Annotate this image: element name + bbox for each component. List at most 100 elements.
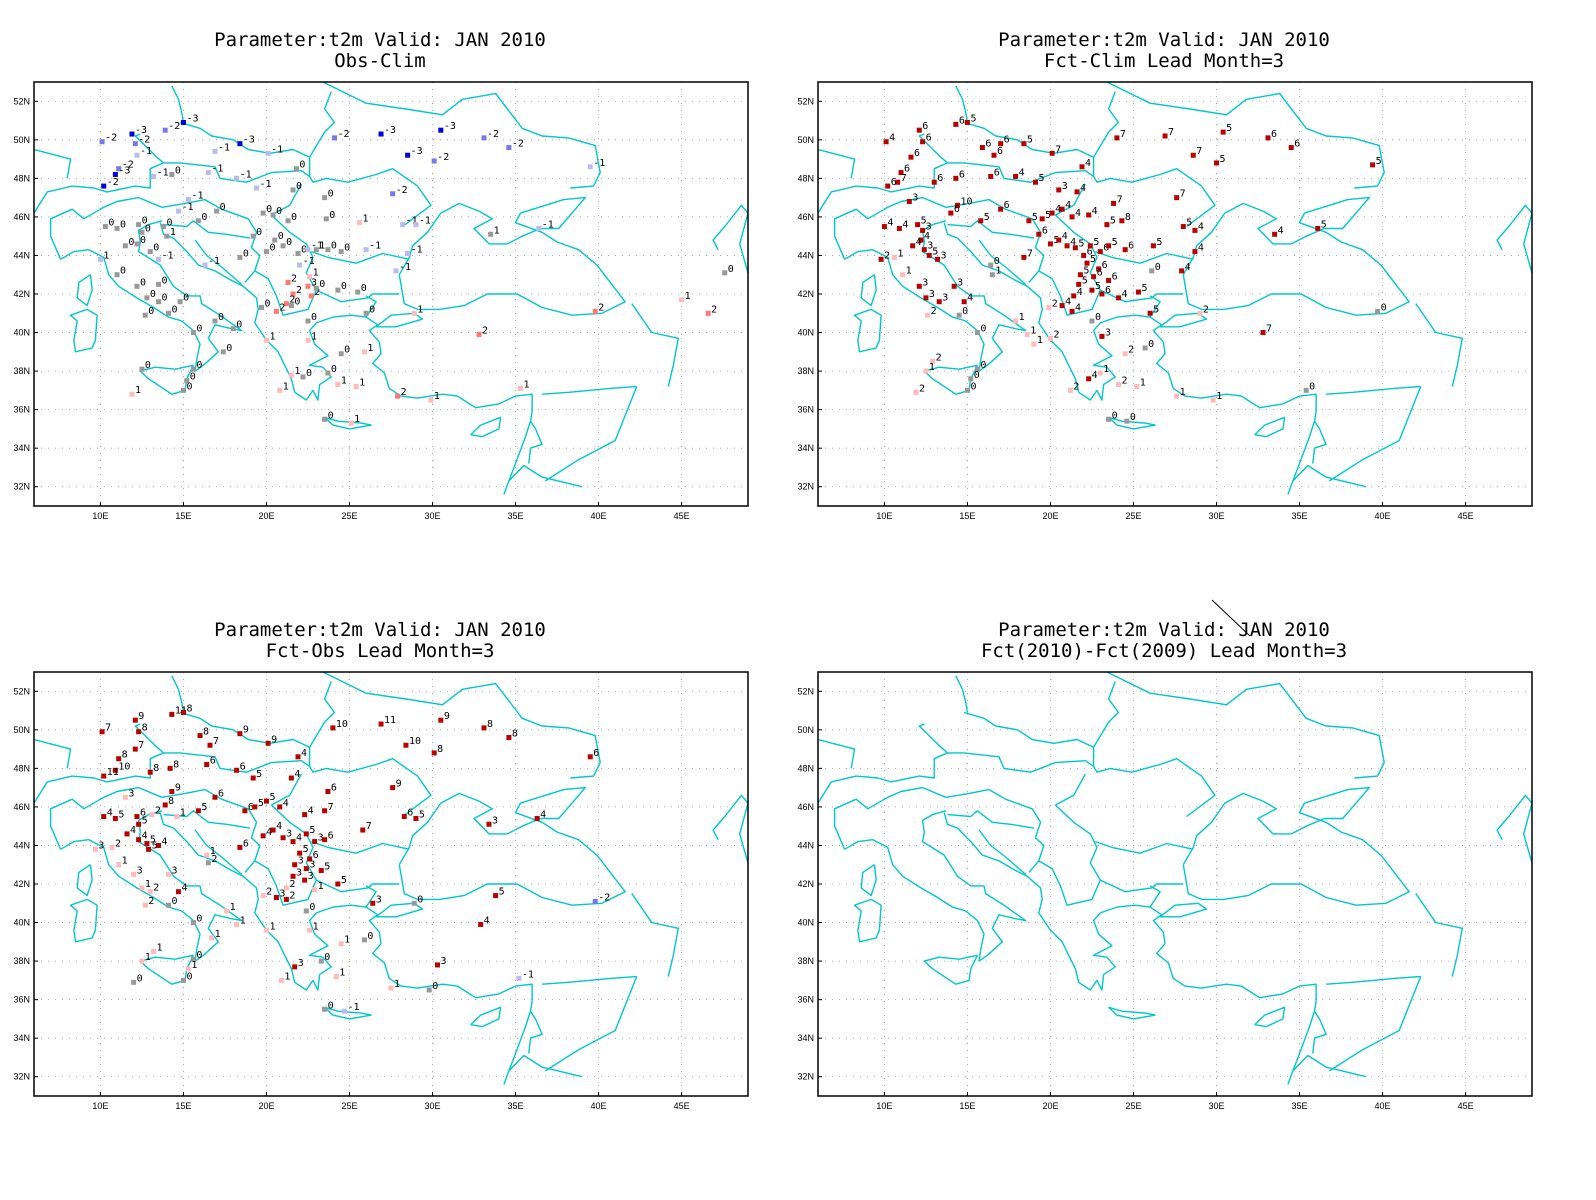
coastline bbox=[49, 786, 163, 850]
station-marker bbox=[237, 844, 243, 850]
station-value-label: 11 bbox=[175, 705, 187, 716]
station-marker bbox=[258, 304, 264, 310]
station-marker bbox=[260, 210, 266, 216]
station-value-label: 2 bbox=[289, 890, 295, 901]
station-value-label: 1 bbox=[906, 266, 912, 277]
station-marker bbox=[185, 197, 191, 203]
station-marker bbox=[1059, 303, 1065, 309]
station-marker bbox=[297, 262, 303, 268]
station-value-label: 2 bbox=[1203, 304, 1209, 315]
coastline bbox=[254, 804, 317, 906]
panel-title: Parameter:t2m Valid: JAN 2010 bbox=[998, 29, 1330, 51]
station-marker bbox=[144, 841, 150, 847]
station-value-label: 1 bbox=[180, 808, 186, 819]
station-marker bbox=[1272, 231, 1278, 237]
station-value-label: 4 bbox=[308, 806, 314, 817]
station-value-label: 0 bbox=[291, 212, 297, 223]
station-value-label: 0 bbox=[728, 264, 734, 275]
station-value-label: 0 bbox=[309, 902, 315, 913]
coastline bbox=[963, 711, 1095, 767]
station-value-label: -3 bbox=[384, 125, 396, 136]
station-value-label: 0 bbox=[162, 275, 168, 286]
station-marker bbox=[898, 170, 904, 176]
station-value-label: 4 bbox=[540, 809, 546, 820]
lat-tick-label: 40N bbox=[13, 918, 30, 928]
station-value-label: 6 bbox=[218, 788, 224, 799]
station-value-label: 2 bbox=[936, 352, 942, 363]
station-value-label: 4 bbox=[283, 798, 289, 809]
station-value-label: 6 bbox=[1294, 139, 1300, 150]
station-marker bbox=[142, 902, 148, 908]
coastline bbox=[853, 898, 882, 943]
lon-tick-label: 35E bbox=[508, 511, 524, 521]
station-value-label: 4 bbox=[924, 231, 930, 242]
station-marker bbox=[307, 274, 313, 280]
station-marker bbox=[270, 827, 276, 833]
station-value-label: 3 bbox=[941, 250, 947, 261]
station-value-label: -1 bbox=[399, 262, 411, 273]
station-value-label: -2 bbox=[437, 152, 449, 163]
coastline bbox=[1292, 464, 1367, 488]
coastline bbox=[918, 723, 948, 754]
station-value-label: 1 bbox=[394, 979, 400, 990]
station-value-label: 3 bbox=[128, 788, 134, 799]
station-marker bbox=[195, 808, 201, 814]
station-value-label: 6 bbox=[593, 748, 599, 759]
station-marker bbox=[1097, 370, 1103, 376]
coastline bbox=[69, 898, 98, 943]
station-value-label: 3 bbox=[171, 865, 177, 876]
station-marker bbox=[134, 152, 140, 158]
station-marker bbox=[283, 301, 289, 307]
station-marker bbox=[1106, 278, 1112, 284]
station-marker bbox=[908, 154, 914, 160]
station-marker bbox=[290, 873, 296, 879]
panel-subtitle: Fct(2010)-Fct(2009) Lead Month=3 bbox=[980, 640, 1348, 662]
station-value-label: 2 bbox=[153, 883, 159, 894]
coastline bbox=[1496, 204, 1532, 276]
coastline bbox=[1182, 196, 1410, 316]
station-value-label: 3 bbox=[318, 833, 324, 844]
station-marker bbox=[1122, 247, 1128, 253]
station-marker bbox=[428, 397, 434, 403]
station-value-label: 2 bbox=[211, 854, 217, 865]
station-value-label: 2 bbox=[289, 295, 295, 306]
station-marker bbox=[288, 372, 294, 378]
station-value-label: 4 bbox=[887, 218, 893, 229]
station-marker bbox=[390, 191, 396, 197]
station-marker bbox=[1106, 416, 1112, 422]
lat-tick-label: 32N bbox=[797, 482, 814, 492]
station-value-label: 4 bbox=[266, 827, 272, 838]
station-map: 52N 50N 48N 46N 44N 42N 40N 38N 36N 34N 32N 10E 15E 2… bbox=[13, 81, 749, 521]
station-value-label: 4 bbox=[1185, 262, 1191, 273]
coastline bbox=[60, 810, 243, 962]
coastline bbox=[34, 148, 72, 179]
station-marker bbox=[1116, 295, 1122, 301]
station-value-label: 6 bbox=[1102, 260, 1108, 271]
coastline-layer bbox=[818, 672, 1532, 1085]
station-value-label: 7 bbox=[328, 802, 334, 813]
station-value-label: 3 bbox=[926, 221, 932, 232]
coastline bbox=[955, 675, 969, 713]
coastline bbox=[34, 185, 73, 214]
station-value-label: 4 bbox=[1092, 370, 1098, 381]
station-value-label: 8 bbox=[153, 763, 159, 774]
station-marker bbox=[263, 798, 269, 804]
station-marker bbox=[307, 927, 313, 933]
station-marker bbox=[881, 224, 887, 230]
coastline bbox=[72, 752, 432, 818]
lon-tick-label: 10E bbox=[876, 1101, 892, 1111]
coastline bbox=[860, 274, 877, 307]
station-marker bbox=[112, 172, 118, 178]
station-value-label: 0 bbox=[286, 237, 292, 248]
station-marker bbox=[910, 243, 916, 249]
station-value-label: 3 bbox=[296, 867, 302, 878]
station-marker bbox=[139, 885, 145, 891]
station-marker bbox=[136, 222, 142, 228]
station-value-label: 0 bbox=[183, 293, 189, 304]
station-value-label: 4 bbox=[916, 237, 922, 248]
station-marker bbox=[1150, 243, 1156, 249]
lat-tick-label: 48N bbox=[797, 173, 814, 183]
station-value-label: 4 bbox=[1065, 200, 1071, 211]
station-value-label: 1 bbox=[362, 214, 368, 225]
lon-tick-label: 15E bbox=[959, 511, 975, 521]
